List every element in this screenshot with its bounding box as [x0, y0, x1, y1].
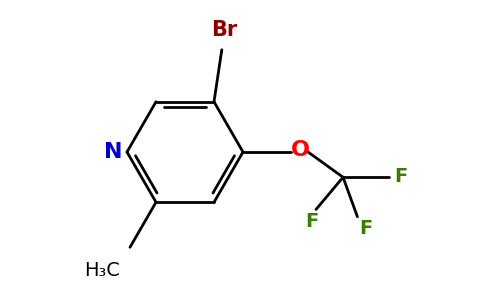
Text: F: F [305, 212, 318, 231]
Text: O: O [290, 140, 309, 160]
Text: N: N [104, 142, 122, 162]
Text: F: F [359, 219, 372, 238]
Text: Br: Br [211, 20, 237, 40]
Text: H₃C: H₃C [84, 261, 120, 280]
Text: F: F [394, 167, 408, 186]
